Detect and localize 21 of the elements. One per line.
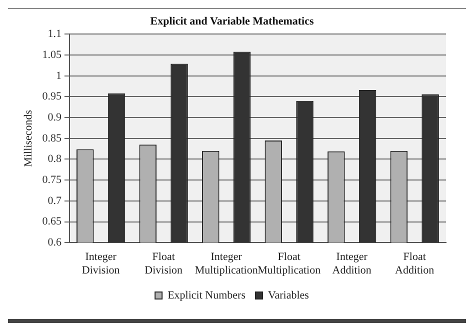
x-tick-label: Integer Addition <box>332 251 372 276</box>
y-tick-label: 1.05 <box>42 48 62 61</box>
y-tick-label: 0.7 <box>48 194 62 207</box>
x-tick-label: Float Addition <box>395 251 435 276</box>
x-tick-label: Integer Multiplication <box>194 251 258 276</box>
y-tick-label: 1 <box>56 70 62 82</box>
legend-label: Explicit Numbers <box>168 289 246 302</box>
y-tick-label: 0.6 <box>48 236 62 248</box>
y-tick-label: 1.1 <box>48 28 62 40</box>
x-tick-label: Float Division <box>144 251 184 276</box>
y-tick-label: 0.8 <box>48 153 62 166</box>
y-tick-label: 0.9 <box>48 111 62 124</box>
y-tick-label: 0.85 <box>42 132 62 144</box>
x-tick-label: Integer Division <box>82 251 120 276</box>
chart-title: Explicit and Variable Mathematics <box>150 15 314 28</box>
y-tick-label: 0.65 <box>42 216 62 228</box>
x-tick-label: Float Multiplication <box>258 251 322 276</box>
legend-label: Variables <box>268 289 309 302</box>
y-axis-title: Milliseconds <box>22 110 34 167</box>
y-tick-label: 0.75 <box>42 174 62 186</box>
y-tick-label: 0.95 <box>42 90 62 103</box>
